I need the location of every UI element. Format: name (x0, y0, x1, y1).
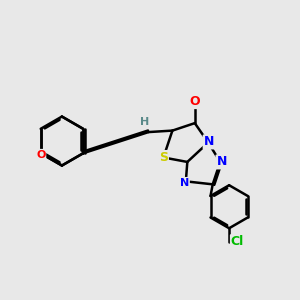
Text: S: S (159, 151, 168, 164)
Text: N: N (204, 135, 214, 148)
Text: O: O (36, 150, 45, 160)
Text: N: N (217, 155, 227, 168)
Text: H: H (140, 117, 149, 127)
Text: Cl: Cl (231, 235, 244, 248)
Text: O: O (190, 95, 200, 108)
Text: N: N (180, 178, 189, 188)
